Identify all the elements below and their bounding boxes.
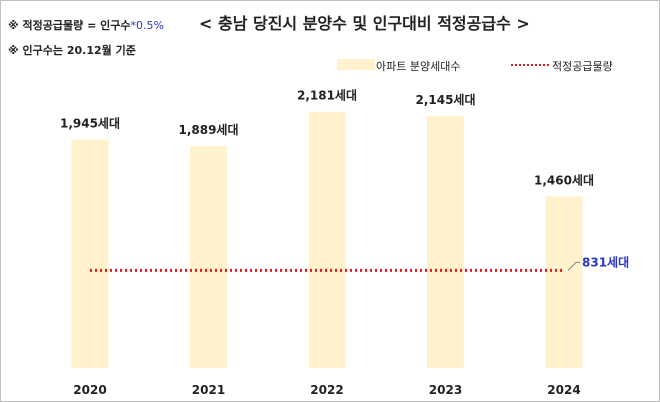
bar-value-label: 1,460세대 bbox=[534, 172, 594, 187]
x-tick-label: 2024 bbox=[547, 383, 580, 397]
bar-2022 bbox=[308, 111, 346, 369]
bar-value-label: 1,945세대 bbox=[60, 115, 120, 130]
bar-value-label: 2,145세대 bbox=[415, 92, 475, 107]
x-tick-label: 2022 bbox=[310, 383, 343, 397]
bar-2023 bbox=[427, 115, 464, 369]
formula-factor: *0.5% bbox=[130, 19, 164, 32]
bar-value-label: 1,889세대 bbox=[178, 122, 238, 137]
bar-value-label: 2,181세대 bbox=[297, 88, 357, 103]
legend-bar-label: 아파트 분양세대수 bbox=[376, 60, 461, 73]
x-tick-label: 2023 bbox=[429, 383, 462, 397]
chart-title: < 충남 당진시 분양수 및 인구대비 적정공급수 > bbox=[199, 14, 530, 33]
x-tick-label: 2021 bbox=[192, 383, 225, 397]
legend-line-swatch bbox=[511, 64, 549, 66]
population-basis-note: ※ 인구수는 20.12월 기준 bbox=[8, 44, 136, 57]
formula-note: ※ 적정공급물량 = 인구수*0.5% bbox=[8, 17, 164, 33]
reference-line-label: 831세대 bbox=[582, 254, 629, 269]
x-tick-label: 2020 bbox=[73, 383, 106, 397]
formula-prefix: ※ 적정공급물량 = 인구수 bbox=[8, 19, 131, 32]
reference-label-leader bbox=[567, 261, 580, 271]
bar-2020 bbox=[71, 139, 109, 368]
bar-2021 bbox=[190, 146, 227, 368]
bar-2024 bbox=[545, 196, 583, 368]
legend-bar-swatch bbox=[337, 59, 375, 70]
legend-line-label: 적정공급물량 bbox=[552, 60, 613, 73]
